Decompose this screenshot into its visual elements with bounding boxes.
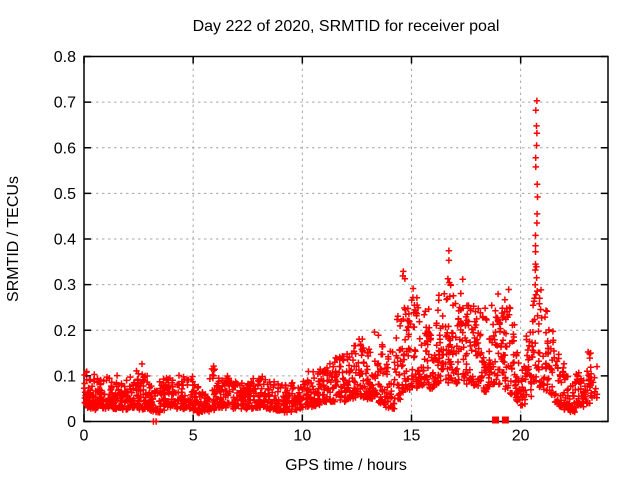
x-tick-label: 5 [189,428,198,445]
y-tick-label: 0.6 [54,140,76,157]
x-tick-label: 0 [80,428,89,445]
y-tick-label: 0.2 [54,323,76,340]
zero-marker-square [492,416,500,424]
plot-border [83,55,609,423]
zero-marker-square [501,416,509,424]
x-tick-label: 10 [293,428,311,445]
y-tick-label: 0.5 [54,186,76,203]
y-tick-label: 0.4 [54,232,76,249]
data-points [80,97,601,425]
y-tick-label: 0.3 [54,277,76,294]
y-tick-label: 0.1 [54,368,76,385]
y-tick-label: 0.8 [54,49,76,66]
y-tick-label: 0.7 [54,95,76,112]
scatter-points-path [80,97,601,425]
tick-labels: 0 5 10 15 20 0 0.1 0.2 0.3 0.4 0.5 0.6 0.7 0.8 [54,49,530,445]
x-tick-label: 20 [512,428,530,445]
y-tick-label: 0 [67,414,76,431]
x-axis-label: GPS time / hours [285,457,407,474]
chart-title: Day 222 of 2020, SRMTID for receiver poa… [193,18,500,35]
gridlines [84,56,608,422]
x-tick-label: 15 [403,428,421,445]
y-axis-label: SRMTID / TECUs [5,176,22,302]
